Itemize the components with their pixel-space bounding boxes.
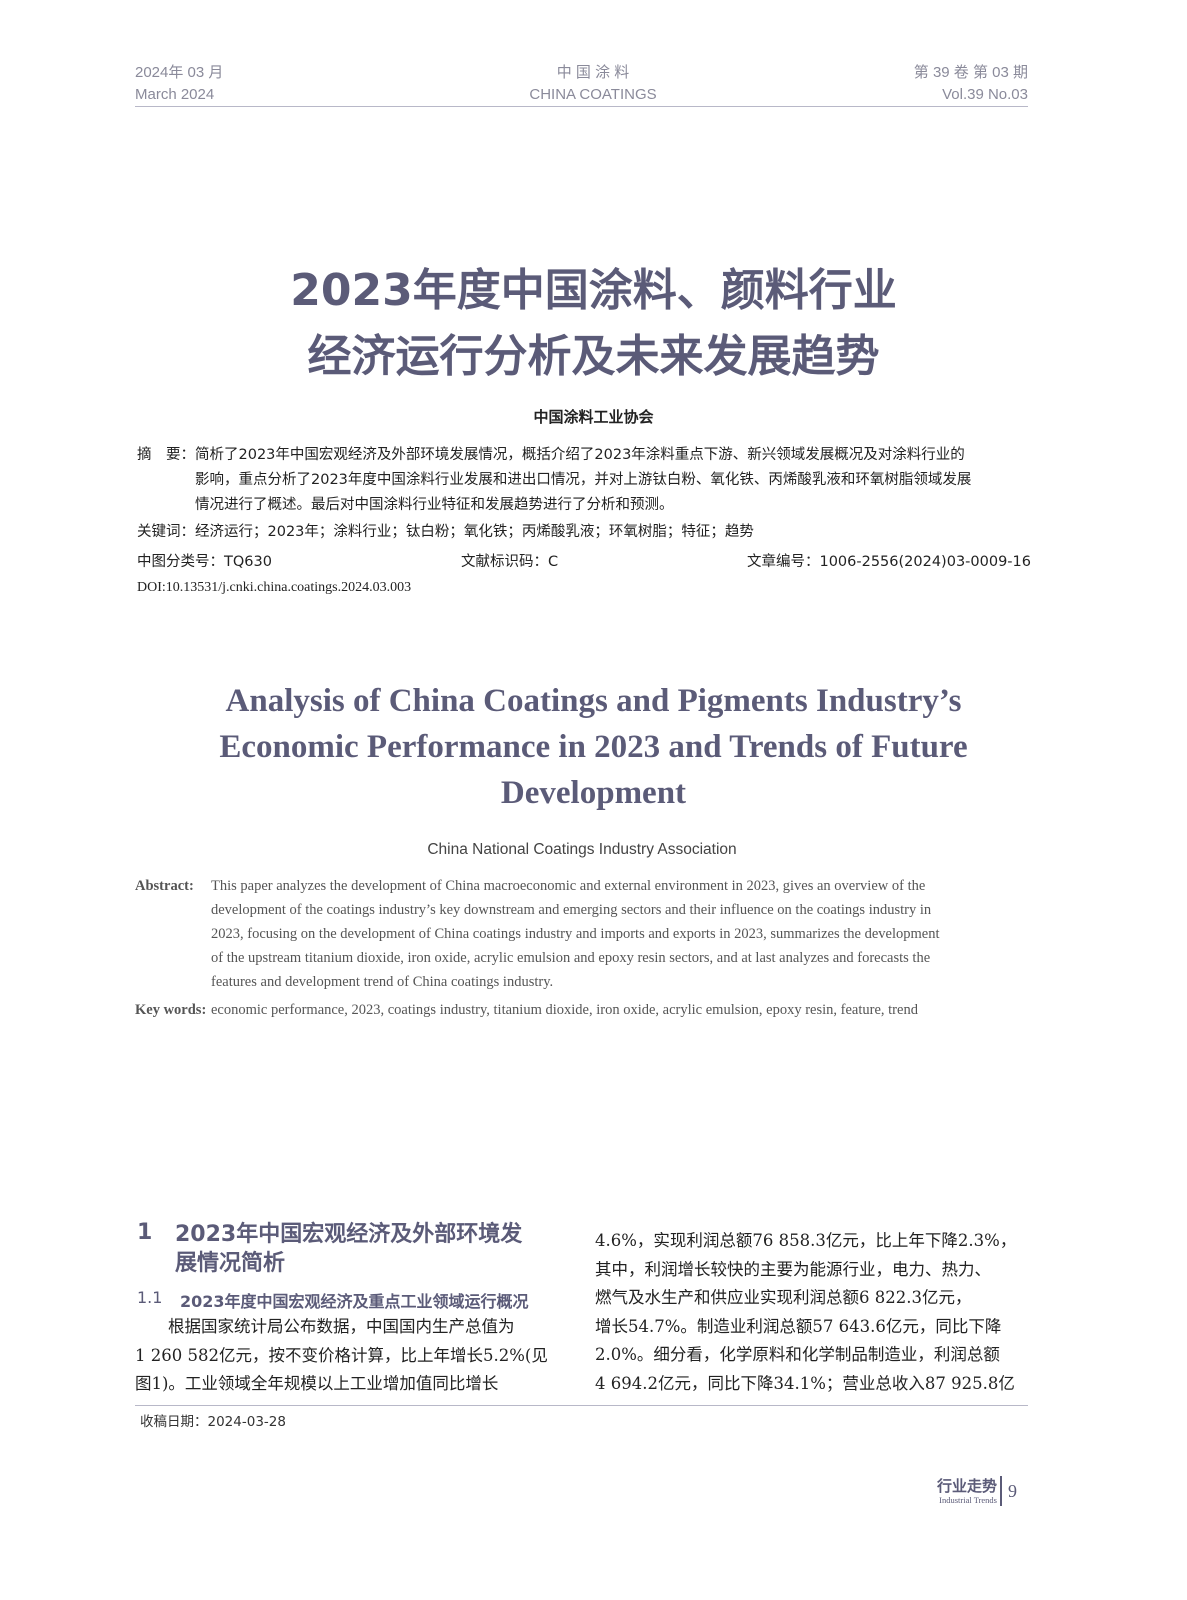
abstract-en-line: 2023, focusing on the development of Chi… — [211, 926, 940, 942]
keywords-cn: 关键词：经济运行；2023年；涂料行业；钛白粉；氧化铁；丙烯酸乳液；环氧树脂；特… — [137, 524, 754, 540]
footer-section-en: Industrial Trends — [939, 1495, 997, 1505]
footnote-rule — [135, 1405, 1028, 1406]
abstract-en: This paper analyzes the development of C… — [211, 874, 1029, 994]
doi[interactable]: DOI:10.13531/j.cnki.china.coatings.2024.… — [137, 580, 412, 595]
document-code: 文献标识码：C — [461, 554, 559, 570]
header-volume-cn: 第 39 卷 第 03 期 — [913, 64, 1028, 81]
author-cn: 中国涂料工业协会 — [533, 408, 654, 426]
title-cn-line: 经济运行分析及未来发展趋势 — [307, 331, 880, 382]
body-line: 4.6%，实现利润总额76 858.3亿元，比上年下降2.3%， — [595, 1231, 1017, 1250]
footer-divider — [1000, 1476, 1002, 1506]
abstract-cn: 简析了2023年中国宏观经济及外部环境发展情况，概括介绍了2023年涂料重点下游… — [195, 443, 1035, 518]
header-date-cn: 2024年 03 月 — [135, 64, 224, 81]
abstract-cn-label: 摘 要： — [137, 447, 195, 463]
abstract-en-line: features and development trend of China … — [211, 974, 554, 990]
header-volume: 第 39 卷 第 03 期 Vol.39 No.03 — [828, 62, 1028, 106]
abstract-en-line: of the upstream titanium dioxide, iron o… — [211, 950, 931, 966]
body-left-column: 根据国家统计局公布数据，中国国内生产总值为 1 260 582亿元，按不变价格计… — [135, 1313, 569, 1399]
section-heading: 2023年中国宏观经济及外部环境发 展情况简析 — [175, 1220, 522, 1278]
body-line: 4 694.2亿元，同比下降34.1%；营业总收入87 925.8亿 — [595, 1373, 1015, 1393]
footer-section: 行业走势 Industrial Trends — [915, 1477, 997, 1505]
page-number: 9 — [1008, 1481, 1017, 1501]
author-en: China National Coatings Industry Associa… — [427, 841, 737, 858]
classification-number: 中图分类号：TQ630 — [137, 554, 272, 570]
abstract-en-label: Abstract: — [135, 878, 194, 894]
abstract-cn-line: 情况进行了概述。最后对中国涂料行业特征和发展趋势进行了分析和预测。 — [195, 497, 674, 513]
section-heading-line: 展情况简析 — [175, 1251, 286, 1276]
header-rule — [135, 106, 1028, 107]
title-en: Analysis of China Coatings and Pigments … — [150, 678, 1037, 816]
title-cn: 2023年度中国涂料、颜料行业 经济运行分析及未来发展趋势 — [0, 258, 1187, 390]
title-cn-line: 2023年度中国涂料、颜料行业 — [290, 265, 897, 316]
title-en-line: Development — [500, 775, 687, 811]
keywords-en: economic performance, 2023, coatings ind… — [211, 1002, 918, 1018]
abstract-en-line: This paper analyzes the development of C… — [211, 878, 926, 894]
header-journal: 中 国 涂 料 CHINA COATINGS — [443, 62, 743, 106]
body-line: 2.0%。细分看，化学原料和化学制品制造业，利润总额 — [595, 1345, 1000, 1365]
body-line: 其中，利润增长较快的主要为能源行业，电力、热力、 — [595, 1259, 991, 1279]
body-line: 图1)。工业领域全年规模以上工业增加值同比增长 — [135, 1374, 499, 1394]
header-volume-en: Vol.39 No.03 — [942, 86, 1028, 103]
received-date: 收稿日期：2024-03-28 — [140, 1414, 286, 1430]
header-journal-en: CHINA COATINGS — [529, 86, 657, 103]
footer-section-cn: 行业走势 — [936, 1477, 997, 1495]
subsection-heading: 2023年度中国宏观经济及重点工业领域运行概况 — [180, 1292, 529, 1311]
title-en-line: Analysis of China Coatings and Pigments … — [225, 683, 962, 719]
abstract-cn-line: 影响，重点分析了2023年度中国涂料行业发展和进出口情况，并对上游钛白粉、氧化铁… — [195, 472, 972, 488]
abstract-cn-line: 简析了2023年中国宏观经济及外部环境发展情况，概括介绍了2023年涂料重点下游… — [195, 447, 965, 463]
body-line: 燃气及水生产和供应业实现利润总额6 822.3亿元， — [595, 1288, 972, 1308]
article-number: 文章编号：1006-2556(2024)03-0009-16 — [746, 554, 1031, 570]
section-heading-line: 2023年中国宏观经济及外部环境发 — [175, 1222, 523, 1247]
body-line: 增长54.7%。制造业利润总额57 643.6亿元，同比下降 — [595, 1316, 1002, 1336]
section-number: 1 — [137, 1220, 153, 1245]
header-date: 2024年 03 月 March 2024 — [135, 62, 223, 106]
keywords-en-label: Key words: — [135, 1002, 207, 1018]
subsection-number: 1.1 — [137, 1288, 163, 1307]
header-journal-cn: 中 国 涂 料 — [556, 64, 630, 81]
body-line: 1 260 582亿元，按不变价格计算，比上年增长5.2%(见 — [135, 1345, 548, 1365]
body-right-column: 4.6%，实现利润总额76 858.3亿元，比上年下降2.3%， 其中，利润增长… — [595, 1227, 1029, 1399]
body-line: 根据国家统计局公布数据，中国国内生产总值为 — [135, 1317, 515, 1336]
title-en-line: Economic Performance in 2023 and Trends … — [219, 729, 968, 765]
header-date-en: March 2024 — [135, 86, 215, 103]
abstract-en-line: development of the coatings industry’s k… — [211, 902, 932, 918]
